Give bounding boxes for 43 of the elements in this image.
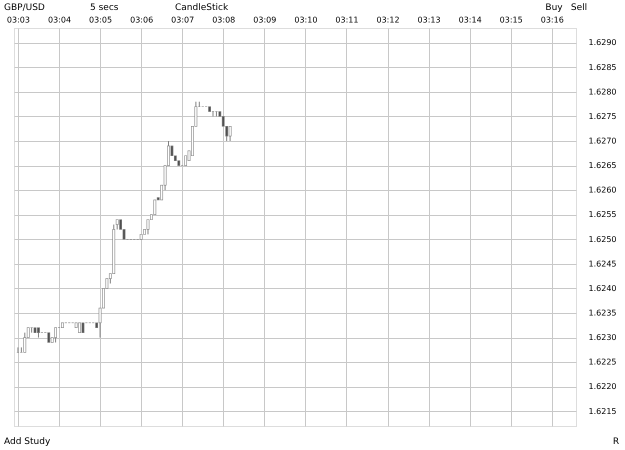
x-tick-label: 03:14 [458, 16, 482, 24]
candlestick [78, 322, 81, 333]
candlestick [228, 126, 232, 142]
text: 5 secs [90, 3, 119, 13]
x-tick-label: 03:13 [418, 16, 441, 24]
y-tick-label: 1.6280 [588, 87, 616, 96]
x-tick-label: 03:12 [376, 16, 400, 24]
y-tick-label: 1.6285 [588, 62, 616, 72]
x-tick-label: 03:11 [335, 16, 358, 24]
text: R [612, 437, 620, 447]
x-tick-label: 03:08 [212, 16, 236, 24]
x-tick-label: 03:16 [540, 16, 564, 24]
y-tick-label: 1.6275 [588, 112, 616, 121]
chart-title: GBP/USD [4, 3, 45, 13]
x-tick-label: 03:07 [171, 16, 194, 24]
y-tick-label: 1.6290 [588, 38, 616, 48]
y-tick-label: 1.6225 [588, 358, 616, 367]
y-tick-label: 1.6260 [588, 186, 616, 195]
y-tick-label: 1.6240 [588, 284, 616, 293]
candlestick [47, 332, 50, 343]
y-tick-label: 1.6250 [588, 234, 616, 244]
text: Buy [545, 3, 564, 13]
y-tick-label: 1.6255 [588, 210, 616, 220]
candlestick [37, 327, 40, 338]
x-tick-label: 03:03 [6, 16, 30, 24]
x-tick-label: 03:05 [89, 16, 112, 24]
text: Sell [570, 3, 588, 13]
text: CandleStick [175, 3, 229, 13]
y-tick-label: 1.6265 [588, 161, 616, 170]
y-tick-label: 1.6220 [588, 382, 616, 392]
x-tick-label: 03:10 [294, 16, 318, 24]
y-tick-label: 1.6215 [588, 406, 616, 416]
x-tick-label: 03:06 [130, 16, 154, 24]
y-tick-label: 1.6230 [588, 333, 616, 342]
candlestick [54, 327, 57, 343]
text: Add Study [4, 437, 51, 447]
y-tick-label: 1.6270 [588, 136, 616, 146]
x-tick-label: 03:04 [48, 16, 72, 24]
x-tick-label: 03:15 [500, 16, 523, 24]
y-tick-label: 1.6235 [588, 308, 616, 318]
candlestick [82, 322, 84, 333]
x-tick-label: 03:09 [253, 16, 276, 24]
y-tick-label: 1.6245 [588, 259, 616, 268]
